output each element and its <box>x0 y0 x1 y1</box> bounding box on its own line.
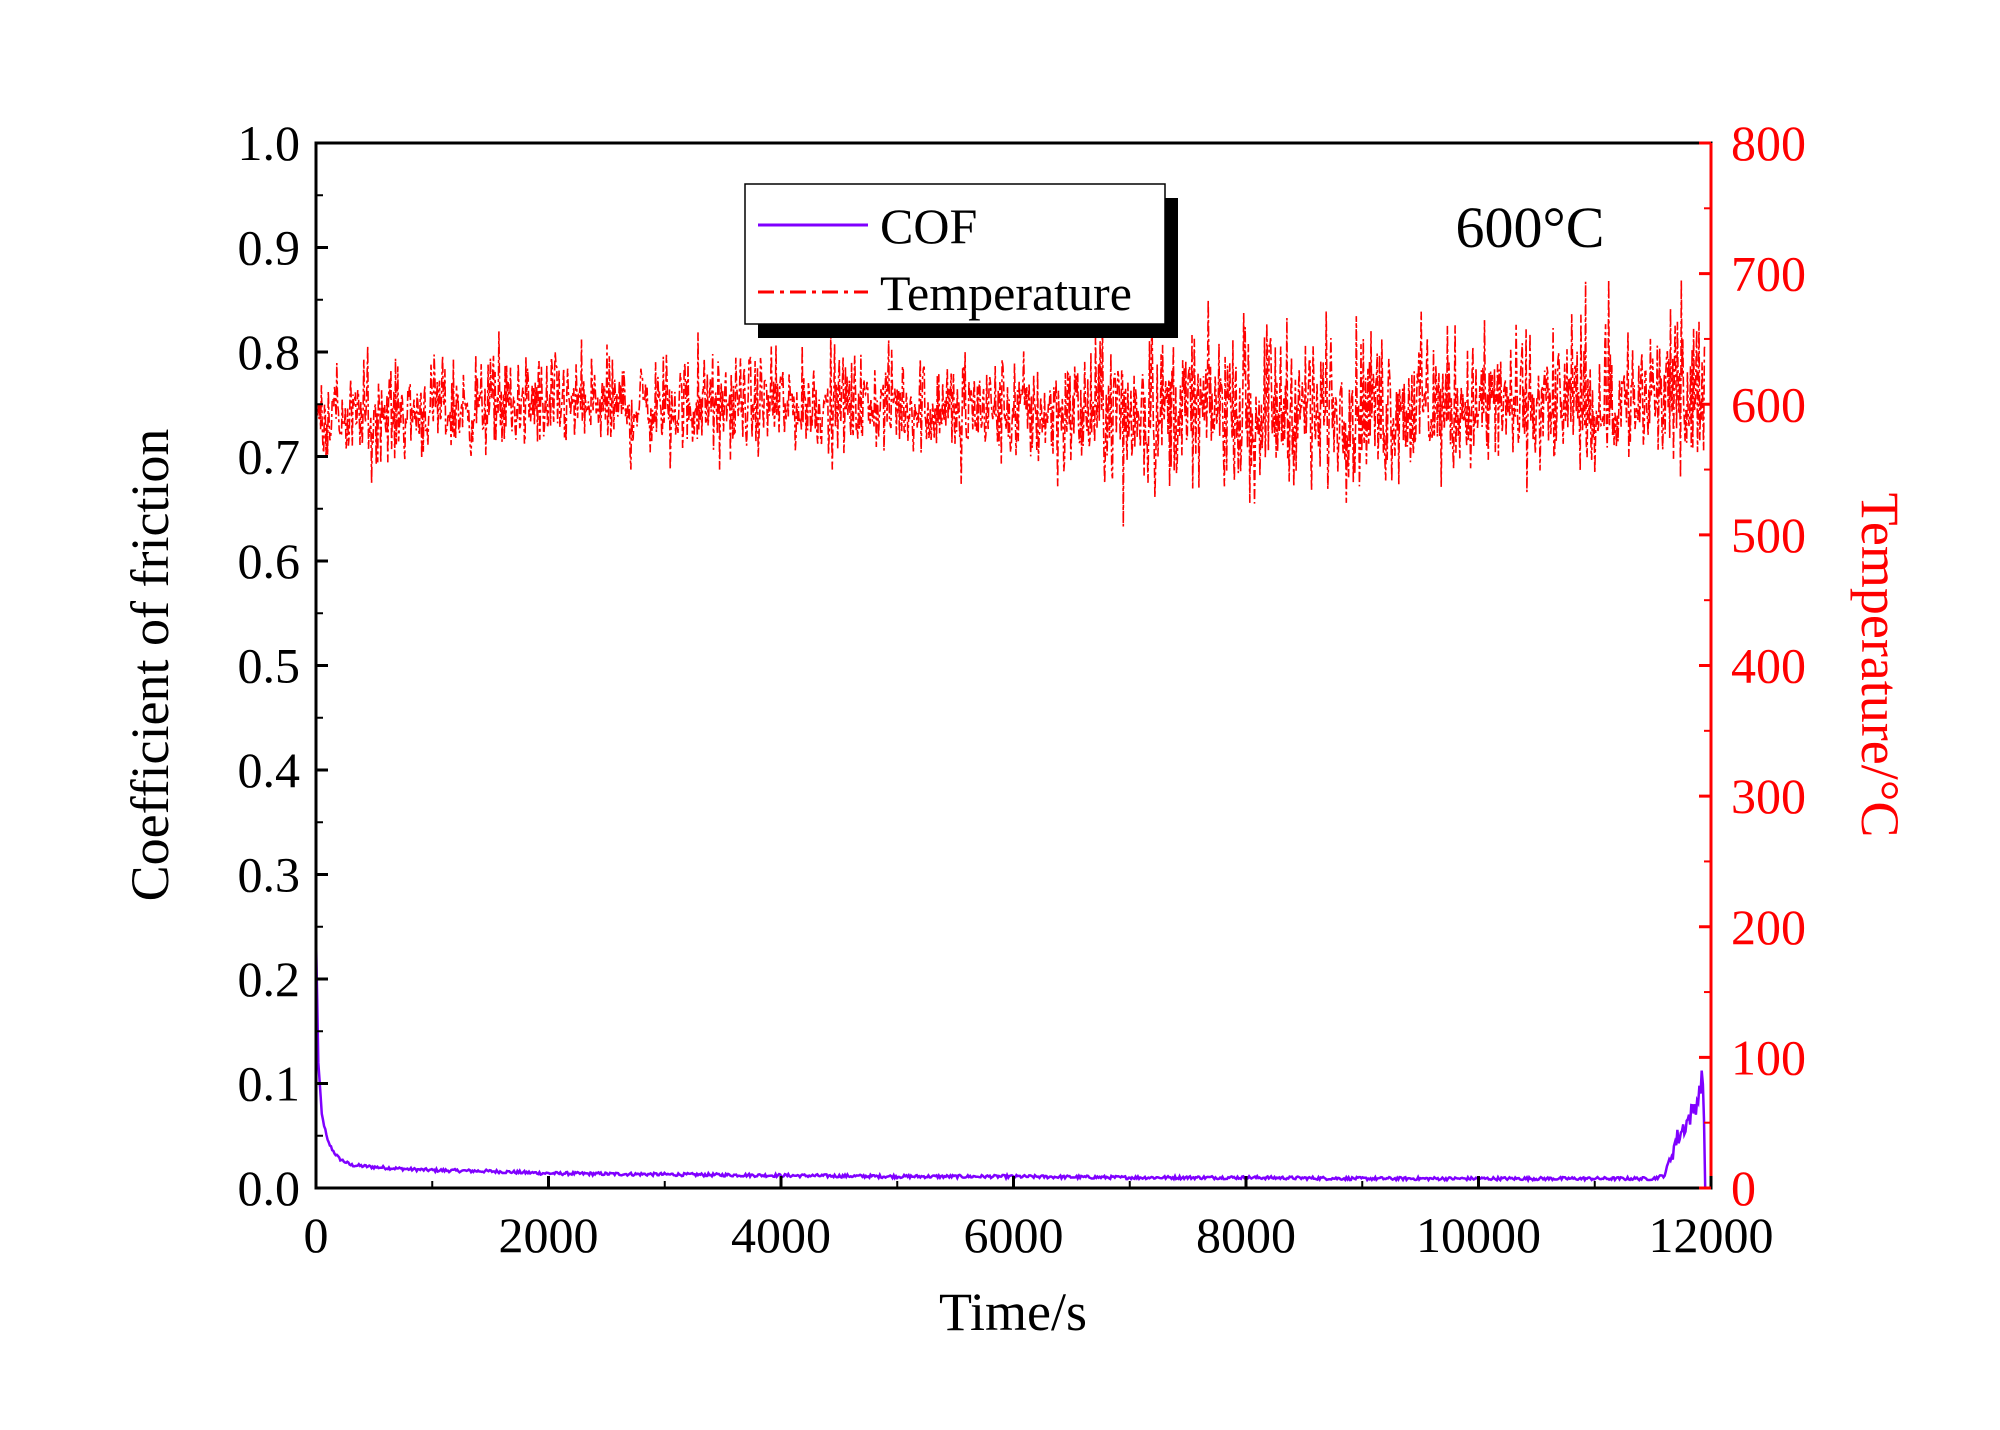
y-tick-label: 1.0 <box>238 115 301 171</box>
y2-axis-title: Temperature/°C <box>1850 493 1910 838</box>
y-tick-label: 0.8 <box>238 324 301 380</box>
ticks-layer: 0 2000 4000 6000 8000 10000 120000.00.10.20.30… <box>238 115 1807 1263</box>
y2-tick-label: 800 <box>1731 115 1806 171</box>
y-tick-label: 0.7 <box>238 429 301 485</box>
y-axis-title: Coefficient of friction <box>120 429 180 902</box>
legend: COF Temperature <box>744 183 1178 338</box>
y-tick-label: 0.4 <box>238 742 301 798</box>
y-tick-label: 0.9 <box>238 220 301 276</box>
y2-tick-label: 0 <box>1731 1160 1756 1216</box>
y-tick-label: 0.0 <box>238 1160 301 1216</box>
y2-tick-label: 700 <box>1731 246 1806 302</box>
y2-tick-label: 500 <box>1731 507 1806 563</box>
x-tick-label: 0 <box>304 1207 329 1263</box>
cof-series-line <box>314 937 1707 1189</box>
x-tick-label: 8000 <box>1196 1207 1296 1263</box>
legend-label-cof: COF <box>880 198 977 254</box>
y-tick-label: 0.2 <box>238 951 301 1007</box>
y2-tick-label: 100 <box>1731 1029 1806 1085</box>
x-tick-label: 2000 <box>499 1207 599 1263</box>
x-tick-label: 6000 <box>964 1207 1064 1263</box>
x-tick-label: 10000 <box>1416 1207 1541 1263</box>
y2-tick-label: 200 <box>1731 899 1806 955</box>
y-tick-label: 0.1 <box>238 1056 301 1112</box>
temperature-annotation: 600°C <box>1456 195 1605 260</box>
y2-tick-label: 300 <box>1731 768 1806 824</box>
y2-tick-label: 600 <box>1731 376 1806 432</box>
legend-box <box>744 183 1166 325</box>
y-tick-label: 0.6 <box>238 533 301 589</box>
y-tick-label: 0.3 <box>238 847 301 903</box>
y-tick-label: 0.5 <box>238 638 301 694</box>
legend-label-temperature: Temperature <box>880 265 1132 321</box>
y2-tick-label: 400 <box>1731 638 1806 694</box>
x-tick-label: 4000 <box>731 1207 831 1263</box>
series-layer <box>314 280 1707 1189</box>
x-tick-label: 12000 <box>1649 1207 1774 1263</box>
x-axis-title: Time/s <box>939 1282 1087 1342</box>
